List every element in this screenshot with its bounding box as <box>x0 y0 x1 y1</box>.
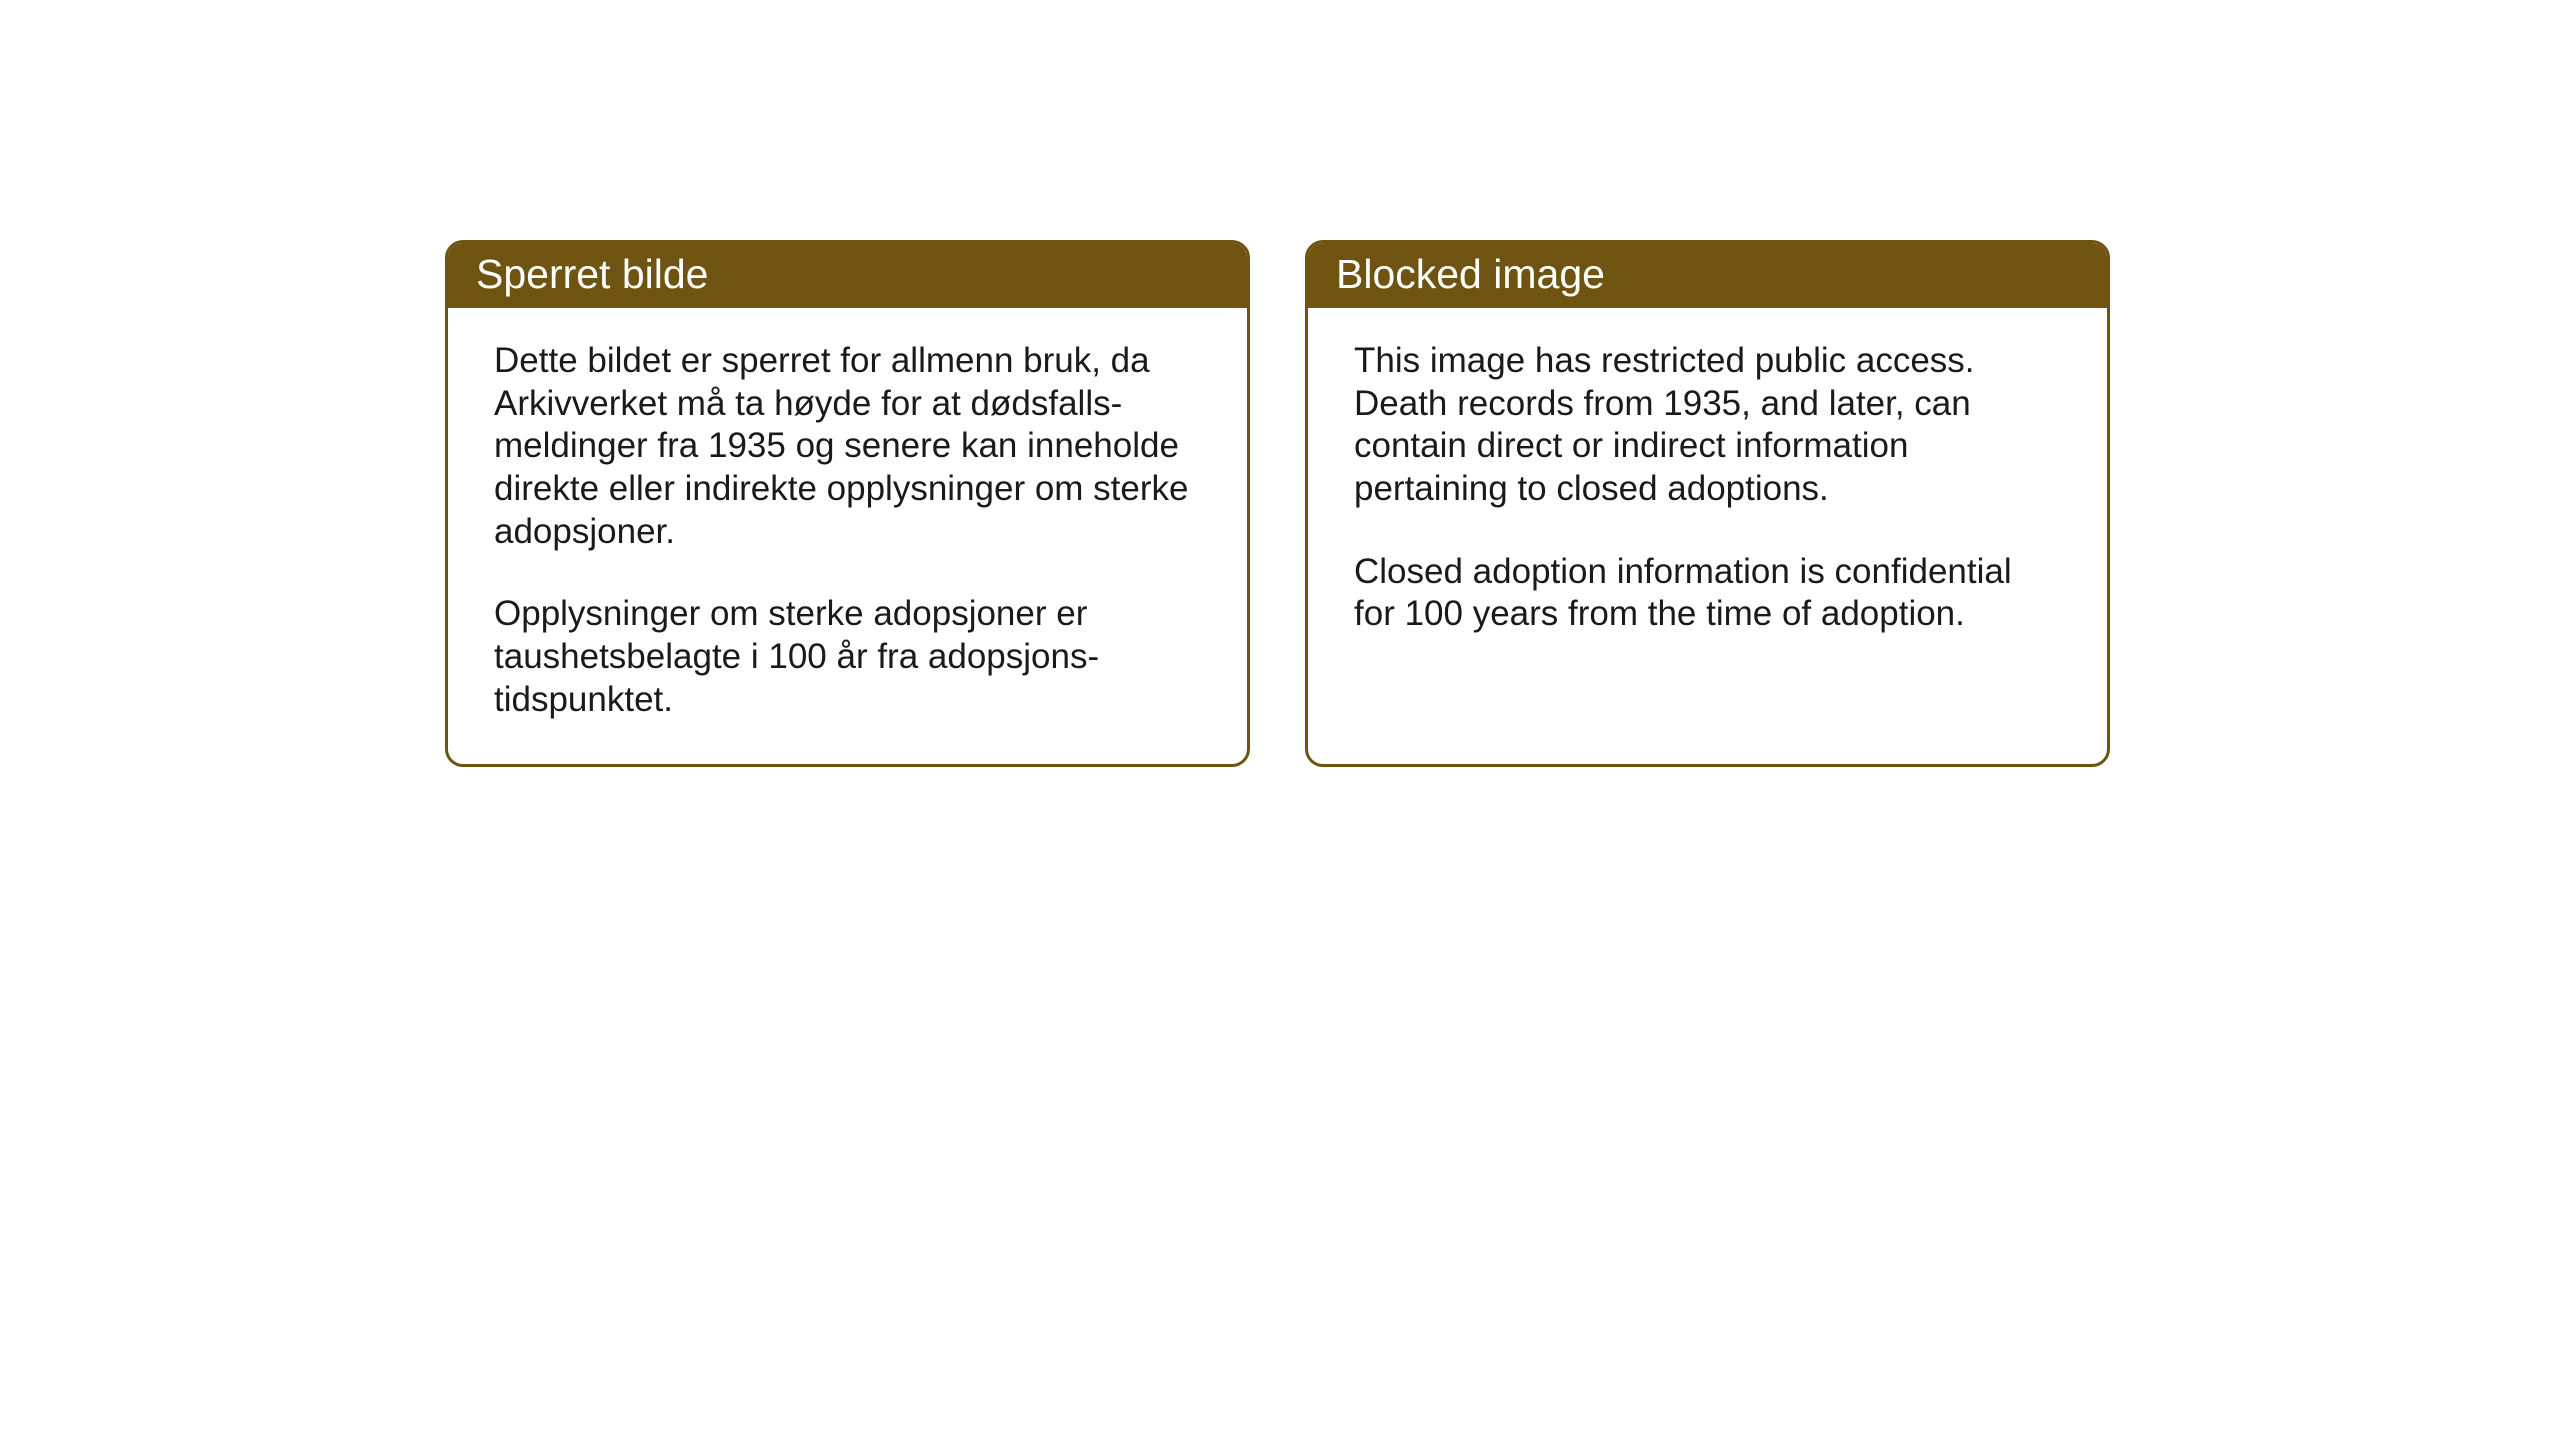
notice-card-norwegian: Sperret bilde Dette bildet er sperret fo… <box>445 240 1250 767</box>
notice-cards-container: Sperret bilde Dette bildet er sperret fo… <box>445 240 2110 767</box>
card-header-norwegian: Sperret bilde <box>448 243 1247 308</box>
card-body-norwegian: Dette bildet er sperret for allmenn bruk… <box>448 308 1247 764</box>
paragraph-1-english: This image has restricted public access.… <box>1354 340 2061 511</box>
paragraph-2-english: Closed adoption information is confident… <box>1354 551 2061 636</box>
card-title-english: Blocked image <box>1336 251 1605 297</box>
card-body-english: This image has restricted public access.… <box>1308 308 2107 748</box>
paragraph-2-norwegian: Opplysninger om sterke adopsjoner er tau… <box>494 593 1201 721</box>
card-header-english: Blocked image <box>1308 243 2107 308</box>
card-title-norwegian: Sperret bilde <box>476 251 708 297</box>
notice-card-english: Blocked image This image has restricted … <box>1305 240 2110 767</box>
paragraph-1-norwegian: Dette bildet er sperret for allmenn bruk… <box>494 340 1201 553</box>
